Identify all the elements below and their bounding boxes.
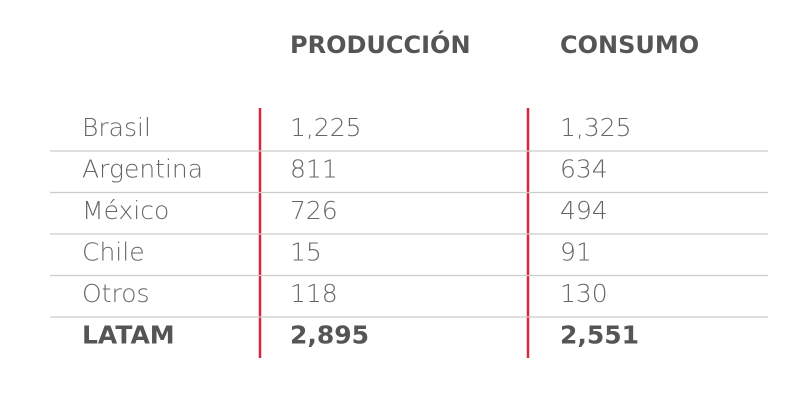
cell: 726 (290, 196, 338, 225)
cell: 130 (560, 279, 608, 308)
cell: 811 (290, 155, 338, 184)
cell: 15 (290, 238, 322, 267)
column-header: PRODUCCIÓN (290, 29, 471, 59)
cell: 1,325 (560, 113, 632, 142)
row-label: Chile (82, 238, 145, 267)
column-header: CONSUMO (560, 31, 699, 59)
total-label: LATAM (82, 321, 175, 350)
cell: 118 (290, 279, 338, 308)
cell: 1,225 (290, 113, 362, 142)
total-cell: 2,895 (290, 321, 369, 350)
cell: 494 (560, 196, 608, 225)
cell: 91 (560, 238, 592, 267)
row-label: Otros (82, 279, 150, 308)
row-label: Brasil (82, 113, 151, 142)
cell: 634 (560, 155, 608, 184)
row-label: México (82, 196, 169, 225)
row-label: Argentina (82, 155, 203, 184)
total-cell: 2,551 (560, 321, 639, 350)
